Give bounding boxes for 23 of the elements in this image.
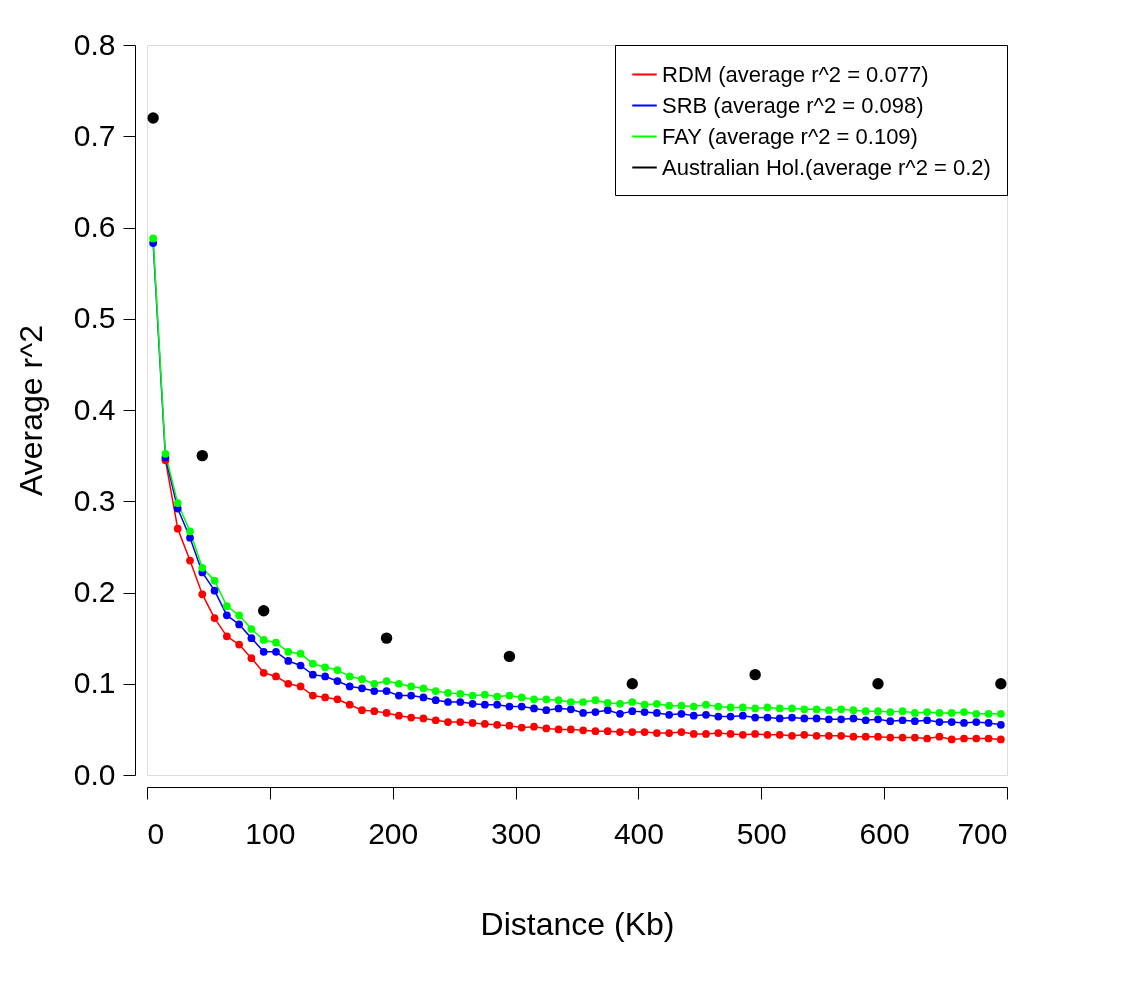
- legend-label: SRB (average r^2 = 0.098): [662, 92, 924, 118]
- legend-label: RDM (average r^2 = 0.077): [662, 61, 929, 87]
- y-tick-label: 0.2: [73, 575, 116, 608]
- x-tick-label: 0: [147, 816, 165, 850]
- legend-label: FAY (average r^2 = 0.109): [662, 123, 918, 149]
- x-tick-label: 700: [957, 816, 1008, 850]
- y-tick-label: 0.4: [73, 392, 116, 426]
- x-tick-label: 300: [491, 816, 542, 850]
- y-tick-label: 0.7: [73, 118, 116, 152]
- x-axis-title: Distance (Kb): [480, 905, 675, 942]
- x-tick-label: 200: [368, 816, 419, 850]
- y-tick-label: 0.5: [73, 301, 116, 335]
- x-tick-label: 100: [245, 816, 296, 850]
- y-tick-label: 0.6: [73, 210, 116, 243]
- y-tick-label: 0.0: [73, 757, 116, 791]
- y-axis-title: Average r^2: [12, 325, 49, 496]
- x-tick-label: 400: [613, 816, 664, 850]
- y-tick-label: 0.1: [73, 666, 116, 700]
- y-tick-label: 0.3: [73, 483, 116, 517]
- x-tick-label: 500: [736, 816, 787, 850]
- legend-label: Australian Hol.(average r^2 = 0.2): [662, 154, 991, 180]
- y-tick-label: 0.8: [73, 27, 116, 61]
- x-tick-label: 600: [859, 816, 910, 850]
